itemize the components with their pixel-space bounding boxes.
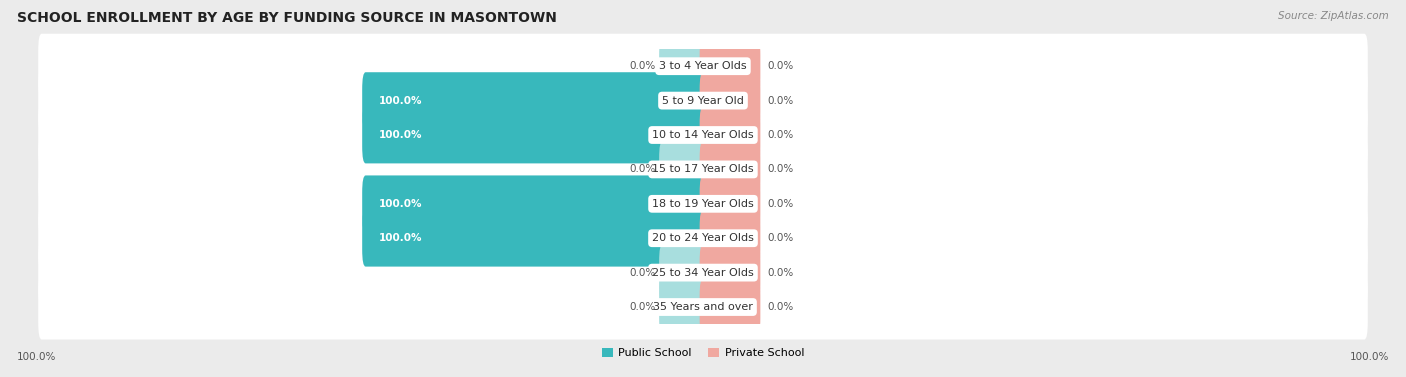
Text: 0.0%: 0.0% — [630, 164, 655, 175]
Text: 0.0%: 0.0% — [768, 233, 793, 243]
FancyBboxPatch shape — [700, 244, 761, 301]
Text: 0.0%: 0.0% — [630, 61, 655, 71]
FancyBboxPatch shape — [38, 274, 1368, 340]
Text: 18 to 19 Year Olds: 18 to 19 Year Olds — [652, 199, 754, 209]
FancyBboxPatch shape — [363, 72, 706, 129]
Text: SCHOOL ENROLLMENT BY AGE BY FUNDING SOURCE IN MASONTOWN: SCHOOL ENROLLMENT BY AGE BY FUNDING SOUR… — [17, 11, 557, 25]
Text: 100.0%: 100.0% — [380, 96, 423, 106]
Text: 0.0%: 0.0% — [768, 199, 793, 209]
FancyBboxPatch shape — [659, 244, 706, 301]
FancyBboxPatch shape — [700, 107, 761, 163]
FancyBboxPatch shape — [659, 279, 706, 336]
Text: 100.0%: 100.0% — [380, 233, 423, 243]
Text: Source: ZipAtlas.com: Source: ZipAtlas.com — [1278, 11, 1389, 21]
Text: 0.0%: 0.0% — [768, 61, 793, 71]
FancyBboxPatch shape — [700, 175, 761, 232]
Text: 10 to 14 Year Olds: 10 to 14 Year Olds — [652, 130, 754, 140]
Text: 5 to 9 Year Old: 5 to 9 Year Old — [662, 96, 744, 106]
FancyBboxPatch shape — [38, 34, 1368, 99]
FancyBboxPatch shape — [700, 141, 761, 198]
FancyBboxPatch shape — [659, 38, 706, 95]
FancyBboxPatch shape — [659, 141, 706, 198]
Text: 0.0%: 0.0% — [768, 268, 793, 277]
Text: 35 Years and over: 35 Years and over — [652, 302, 754, 312]
FancyBboxPatch shape — [700, 38, 761, 95]
FancyBboxPatch shape — [363, 175, 706, 232]
FancyBboxPatch shape — [38, 171, 1368, 236]
FancyBboxPatch shape — [700, 210, 761, 267]
Text: 0.0%: 0.0% — [630, 268, 655, 277]
FancyBboxPatch shape — [38, 206, 1368, 271]
FancyBboxPatch shape — [38, 137, 1368, 202]
Text: 3 to 4 Year Olds: 3 to 4 Year Olds — [659, 61, 747, 71]
Text: 100.0%: 100.0% — [380, 199, 423, 209]
Text: 0.0%: 0.0% — [630, 302, 655, 312]
FancyBboxPatch shape — [38, 103, 1368, 167]
FancyBboxPatch shape — [700, 279, 761, 336]
FancyBboxPatch shape — [38, 240, 1368, 305]
Text: 0.0%: 0.0% — [768, 302, 793, 312]
Text: 0.0%: 0.0% — [768, 130, 793, 140]
FancyBboxPatch shape — [700, 72, 761, 129]
Text: 100.0%: 100.0% — [17, 352, 56, 362]
FancyBboxPatch shape — [363, 107, 706, 163]
Text: 0.0%: 0.0% — [768, 96, 793, 106]
FancyBboxPatch shape — [363, 210, 706, 267]
Text: 100.0%: 100.0% — [380, 130, 423, 140]
Text: 25 to 34 Year Olds: 25 to 34 Year Olds — [652, 268, 754, 277]
Text: 0.0%: 0.0% — [768, 164, 793, 175]
Legend: Public School, Private School: Public School, Private School — [598, 343, 808, 363]
FancyBboxPatch shape — [38, 68, 1368, 133]
Text: 15 to 17 Year Olds: 15 to 17 Year Olds — [652, 164, 754, 175]
Text: 100.0%: 100.0% — [1350, 352, 1389, 362]
Text: 20 to 24 Year Olds: 20 to 24 Year Olds — [652, 233, 754, 243]
